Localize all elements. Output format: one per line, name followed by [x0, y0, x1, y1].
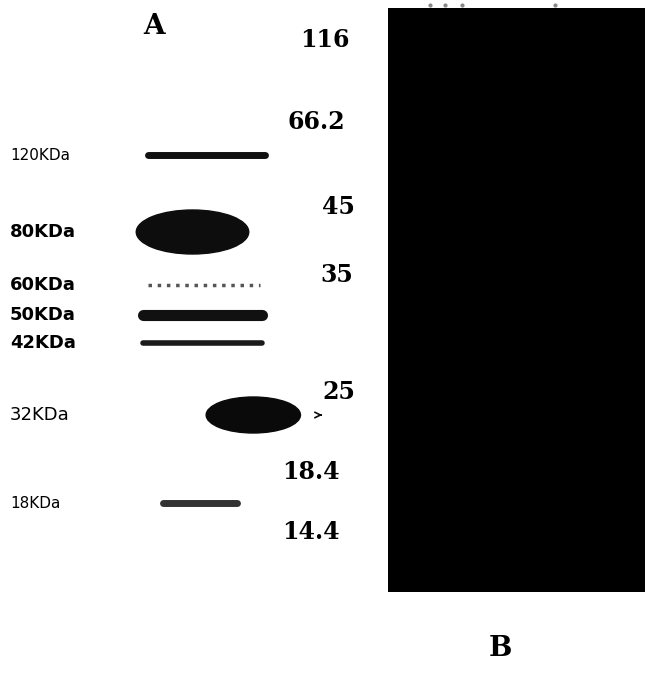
Text: B: B: [488, 635, 512, 662]
Text: 116: 116: [300, 28, 350, 52]
Text: 80KDa: 80KDa: [10, 223, 76, 241]
Bar: [388, 8, 645, 592]
Text: 66.2: 66.2: [287, 110, 345, 134]
Ellipse shape: [206, 397, 300, 433]
Text: A: A: [144, 12, 165, 40]
Ellipse shape: [136, 210, 249, 254]
Text: 60KDa: 60KDa: [10, 276, 76, 294]
Text: 25: 25: [322, 380, 355, 404]
Text: 50KDa: 50KDa: [10, 306, 76, 324]
Text: 35: 35: [320, 263, 353, 287]
Text: 45: 45: [322, 195, 355, 219]
Text: 18.4: 18.4: [283, 460, 340, 484]
Text: 120KDa: 120KDa: [10, 148, 70, 163]
Text: 14.4: 14.4: [283, 520, 340, 544]
Text: 32KDa: 32KDa: [10, 406, 70, 424]
Text: 18KDa: 18KDa: [10, 495, 60, 510]
Text: 42KDa: 42KDa: [10, 334, 76, 352]
